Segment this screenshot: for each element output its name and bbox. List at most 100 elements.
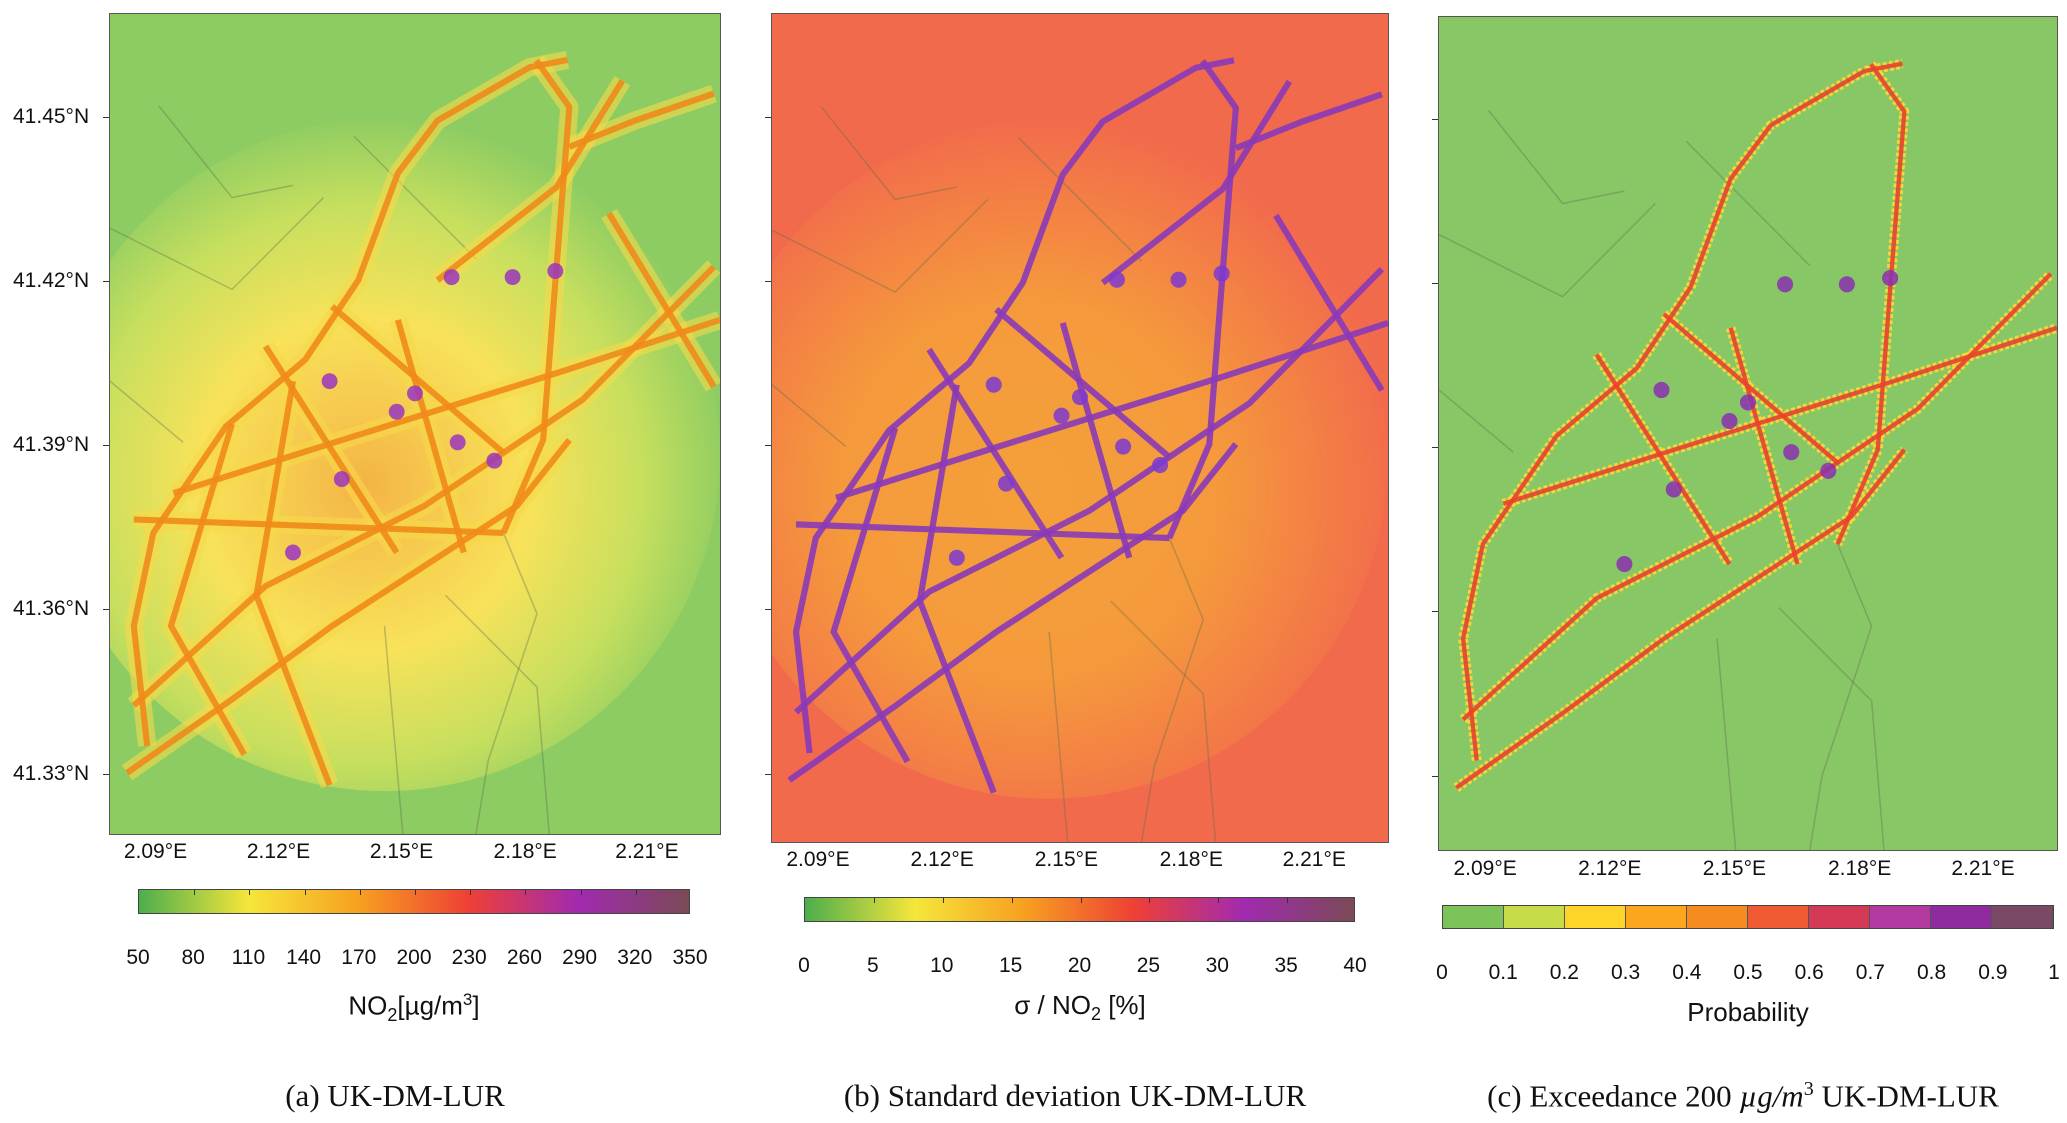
boundary-line: [1017, 137, 1143, 262]
road-line: [167, 423, 247, 756]
road-line: [1594, 353, 1732, 566]
y-tick-mark: [765, 117, 771, 118]
y-tick-label: 41.39°N: [13, 433, 90, 456]
pollution-hotspot: [1838, 276, 1855, 293]
colorbar-tick-label: 0.3: [1610, 961, 1641, 984]
road-line: [253, 380, 333, 787]
label-main: NO: [348, 990, 388, 1021]
pollution-hotspot: [321, 373, 338, 390]
road-line: [830, 427, 911, 764]
road-line: [262, 344, 400, 555]
pollution-hotspot: [1820, 462, 1837, 479]
pollution-hotspot: [547, 263, 564, 279]
pollution-hotspot: [1665, 481, 1682, 498]
colorbar-tick-label: 0.4: [1672, 961, 1702, 984]
colorbar-tick-label: 140: [286, 946, 322, 969]
pollution-hotspot: [333, 471, 350, 488]
pollution-hotspot: [1721, 412, 1738, 430]
label-main: σ / NO: [1014, 990, 1091, 1020]
pollution-hotspot: [1170, 271, 1187, 288]
colorbar-bin: [1687, 906, 1748, 928]
colorbar-bin: [1931, 906, 1992, 928]
road-line: [792, 57, 1235, 754]
pollution-hotspot: [407, 385, 423, 402]
label-unit: [µg/m: [397, 990, 463, 1021]
pollution-hotspot: [1783, 444, 1800, 461]
x-tick-label: 2.09°E: [123, 840, 188, 863]
pollution-hotspot: [486, 452, 503, 469]
y-tick-mark: [1432, 775, 1438, 777]
colorbar-bin: [1565, 906, 1626, 928]
colorbar-tick-label: 0.7: [1855, 961, 1885, 984]
map-a-svg: [110, 14, 720, 834]
caption-suffix: UK-DM-LUR: [1813, 1078, 1999, 1114]
map-c-svg: [1439, 17, 2057, 850]
colorbar-tick-mark: [1149, 898, 1151, 903]
colorbar-tick-label: 15: [998, 954, 1023, 977]
road-line: [131, 264, 717, 708]
concentration-field: [1439, 122, 2057, 807]
road-line: [435, 79, 625, 283]
colorbar-tick-label: 1: [2048, 961, 2060, 984]
colorbar-tick-label: 0.1: [1488, 961, 1518, 984]
colorbar-tick-label: 0.8: [1916, 961, 1947, 984]
pollution-hotspot: [1152, 457, 1169, 474]
road-line: [916, 384, 997, 794]
colorbar-bin: [1809, 906, 1870, 928]
boundary-line: [820, 106, 957, 201]
pollution-hotspot: [1616, 555, 1633, 573]
x-tick-label: 2.12°E: [910, 848, 974, 871]
x-tick-label: 2.12°E: [246, 840, 311, 863]
x-tick-label: 2.15°E: [369, 840, 434, 863]
label-end: ]: [472, 990, 480, 1021]
road-line: [1059, 322, 1133, 559]
colorbar-tick-label: 40: [1343, 954, 1367, 977]
road-line: [606, 211, 717, 389]
colorbar-tick-label: 80: [181, 946, 205, 969]
colorbar-tick-label: 110: [231, 946, 266, 969]
colorbar-tick-label: 260: [506, 946, 542, 969]
y-tick-mark: [1432, 282, 1438, 284]
boundary-line: [1778, 607, 1885, 850]
label-main: Probability: [1687, 997, 1809, 1027]
colorbar-tick-label: 25: [1136, 954, 1161, 977]
road-line: [130, 56, 569, 747]
boundary-line: [383, 625, 404, 834]
road-line: [568, 90, 715, 150]
x-tick-label: 2.21°E: [1951, 857, 2015, 880]
x-tick-label: 2.21°E: [615, 840, 679, 863]
boundary-line: [1140, 537, 1205, 842]
pollution-hotspot: [1115, 438, 1132, 455]
colorbar-b: [804, 897, 1355, 922]
road-line: [1728, 327, 1800, 565]
colorbar-tick-label: 0.2: [1549, 961, 1579, 984]
y-tick-label: 41.42°N: [13, 269, 90, 292]
colorbar-tick-mark: [249, 890, 251, 895]
x-tick-label: 2.09°E: [1453, 857, 1517, 880]
y-tick-mark: [765, 774, 771, 775]
colorbar-tick-label: 0: [798, 954, 810, 977]
y-tick-label: 41.36°N: [13, 597, 90, 620]
colorbar-tick-mark: [942, 898, 944, 903]
boundary-line: [110, 380, 184, 443]
x-tick-label: 2.15°E: [1702, 857, 1766, 880]
colorbar-tick-mark: [194, 890, 196, 895]
pollution-hotspot: [1071, 389, 1089, 406]
boundary-line: [1716, 638, 1737, 850]
road-line: [793, 267, 1385, 715]
x-tick-label: 2.12°E: [1578, 857, 1642, 880]
boundary-line: [1809, 543, 1873, 850]
colorbar-tick-label: 170: [341, 946, 377, 969]
road-line: [926, 347, 1065, 560]
road-line: [394, 319, 467, 554]
colorbar-tick-label: 230: [451, 946, 487, 969]
colorbar-tick-mark: [525, 890, 527, 895]
y-tick-mark: [1432, 446, 1438, 448]
pollution-hotspot: [1777, 276, 1794, 293]
y-tick-mark: [103, 609, 109, 610]
boundary-line: [475, 532, 538, 834]
y-tick-mark: [103, 774, 109, 775]
map-panel-c-exceedance: [1438, 16, 2058, 851]
caption-c: (c) Exceedance 200 µg/m3 UK-DM-LUR: [1487, 1078, 1999, 1114]
colorbar-tick-mark: [415, 890, 416, 895]
